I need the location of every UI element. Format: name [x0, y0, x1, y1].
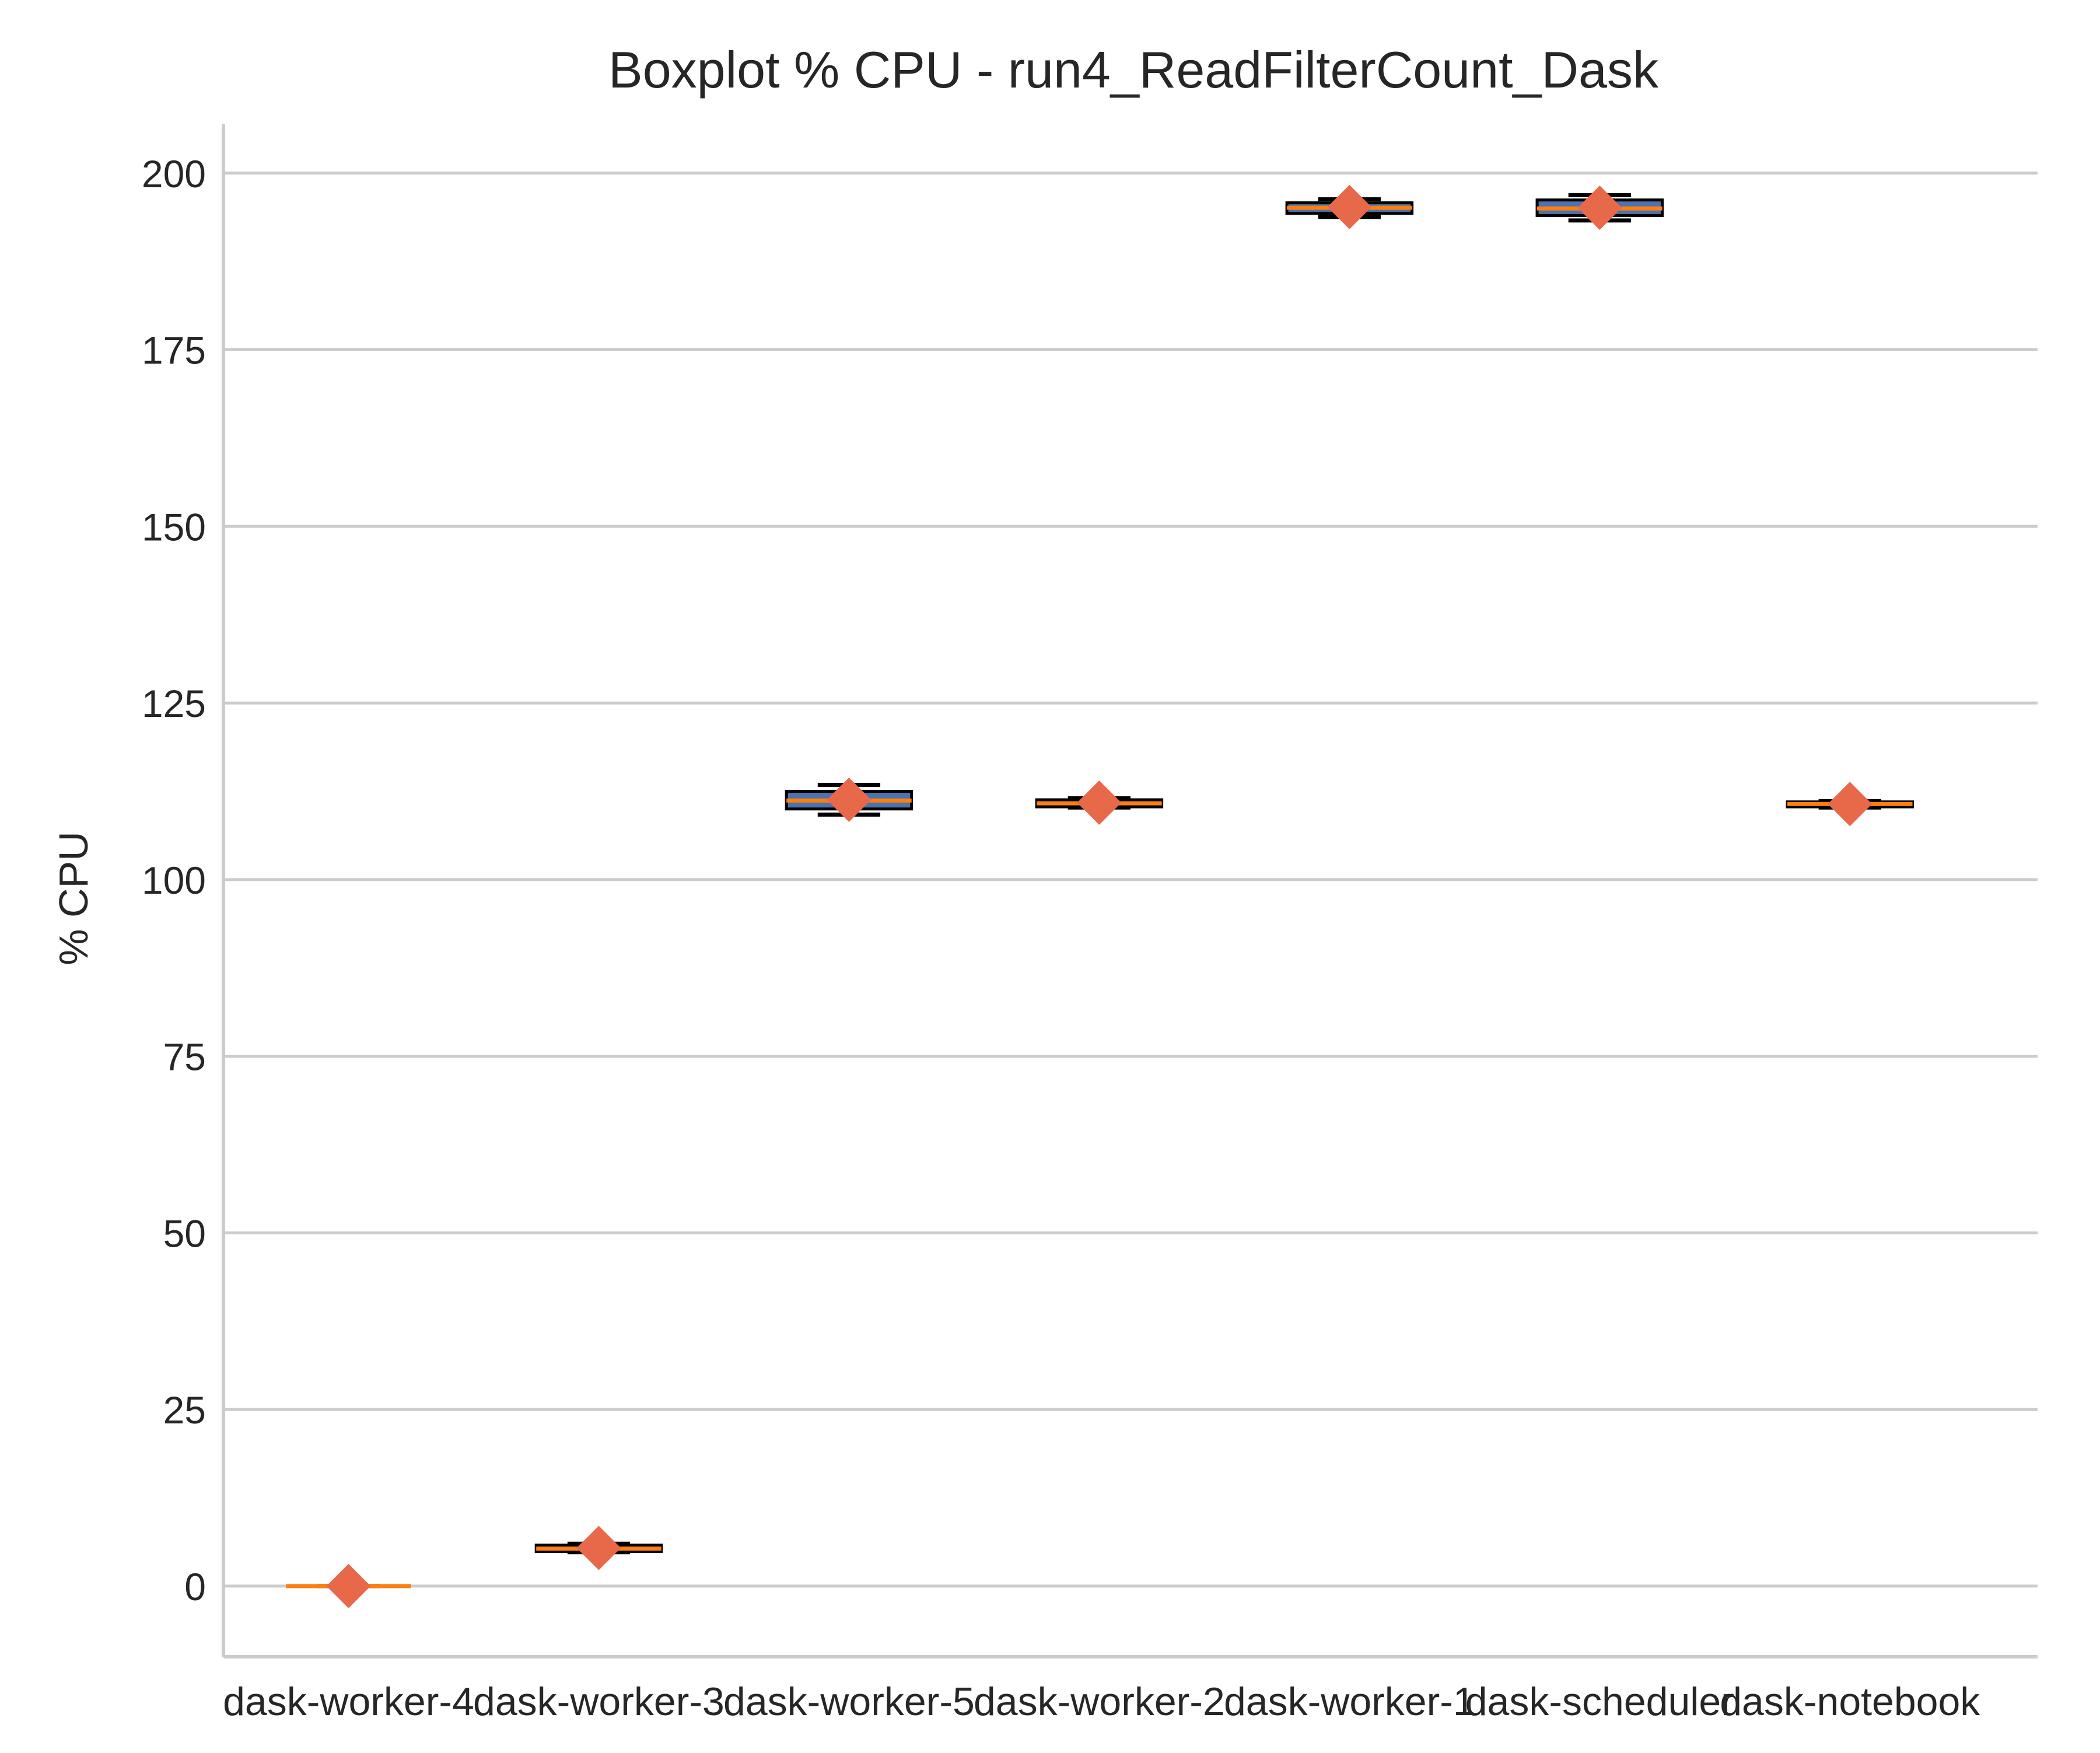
mean-marker [326, 1563, 371, 1608]
x-tick-label: dask-worker-5 [723, 1679, 975, 1724]
box-dask-worker-1 [1285, 184, 1414, 229]
x-tick-label: dask-worker-4 [223, 1679, 474, 1724]
mean-marker [1077, 780, 1122, 825]
mean-marker [1577, 186, 1622, 230]
y-tick-labels: 0 25 50 75 100 125 150 175 200 [142, 152, 206, 1608]
x-tick-label: dask-worker-3 [473, 1679, 724, 1724]
box-dask-worker-4 [286, 1563, 411, 1608]
chart-title: Boxplot % CPU - run4_ReadFilterCount_Das… [608, 41, 1659, 99]
box-dask-scheduler [1535, 186, 1664, 230]
axes [222, 124, 2038, 1658]
box-dask-worker-3 [534, 1525, 663, 1570]
mean-marker [827, 777, 872, 822]
mean-marker [1828, 782, 1873, 827]
y-tick-label: 100 [142, 859, 206, 902]
y-tick-label: 200 [142, 152, 206, 195]
x-tick-label: dask-worker-2 [974, 1679, 1225, 1724]
mean-marker [1327, 184, 1372, 229]
grid-lines [223, 172, 2038, 1588]
x-tick-label: dask-worker-1 [1224, 1679, 1475, 1724]
y-tick-label: 25 [163, 1388, 206, 1432]
y-tick-label: 175 [142, 329, 206, 372]
y-tick-label: 150 [142, 505, 206, 548]
y-tick-label: 125 [142, 682, 206, 725]
x-tick-labels: dask-worker-4dask-worker-3dask-worker-5d… [223, 1679, 1980, 1724]
boxes [286, 184, 1915, 1608]
y-tick-label: 75 [163, 1035, 206, 1079]
box-dask-worker-2 [1035, 780, 1164, 825]
mean-marker [576, 1525, 621, 1570]
box-dask-worker-5 [785, 777, 914, 822]
x-tick-label: dask-scheduler [1465, 1679, 1734, 1724]
y-tick-label: 50 [163, 1212, 206, 1255]
x-tick-label: dask-notebook [1720, 1679, 1980, 1724]
box-dask-notebook [1786, 782, 1915, 827]
y-tick-label: 0 [184, 1565, 206, 1608]
y-axis-label: % CPU [51, 831, 96, 965]
